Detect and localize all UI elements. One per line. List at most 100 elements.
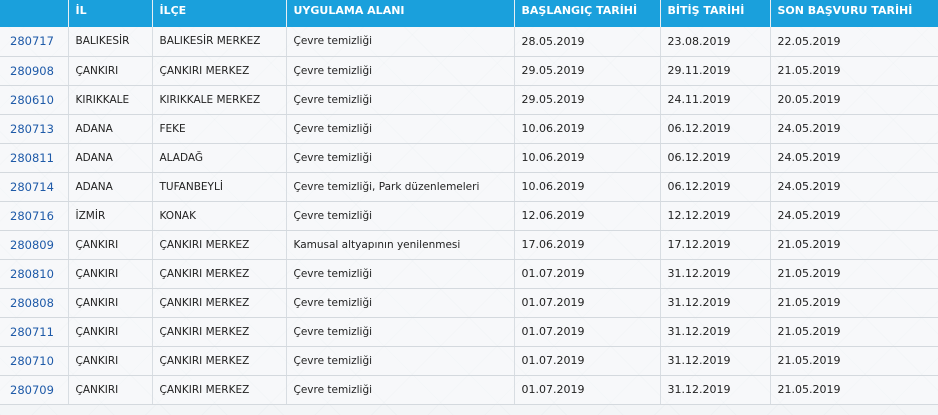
cell-no: 280713: [0, 114, 69, 144]
cell-il: ÇANKIRI: [68, 317, 153, 347]
cell-ilce: FEKE: [152, 114, 287, 144]
header-il[interactable]: İL: [68, 0, 153, 27]
cell-bitis-tarihi: 31.12.2019: [660, 317, 771, 347]
cell-son-basvuru-tarihi: 21.05.2019: [770, 346, 938, 376]
cell-il: ÇANKIRI: [68, 230, 153, 260]
cell-ilce: ÇANKIRI MERKEZ: [152, 317, 287, 347]
cell-bitis-tarihi: 06.12.2019: [660, 172, 771, 202]
cell-il: ÇANKIRI: [68, 56, 153, 86]
table-row: 280908 ÇANKIRI ÇANKIRI MERKEZ Çevre temizli…: [0, 56, 938, 86]
table-row: 280810 ÇANKIRI ÇANKIRI MERKEZ Çevre temizli…: [0, 259, 938, 289]
cell-no: 280711: [0, 317, 69, 347]
cell-no: 280717: [0, 27, 69, 57]
cell-bitis-tarihi: 06.12.2019: [660, 143, 771, 173]
cell-no: 280908: [0, 56, 69, 86]
header-no[interactable]: [0, 0, 69, 27]
cell-il: ÇANKIRI: [68, 375, 153, 405]
cell-bitis-tarihi: 31.12.2019: [660, 259, 771, 289]
cell-uygulama-alani: Çevre temizliği: [286, 56, 515, 86]
cell-uygulama-alani: Kamusal altyapının yenilenmesi: [286, 230, 515, 260]
cell-ilce: ALADAĞ: [152, 143, 287, 173]
cell-baslangic-tarihi: 01.07.2019: [514, 288, 661, 318]
cell-il: KIRIKKALE: [68, 85, 153, 115]
cell-uygulama-alani: Çevre temizliği: [286, 27, 515, 57]
cell-baslangic-tarihi: 29.05.2019: [514, 85, 661, 115]
listing-number-link[interactable]: 280809: [10, 237, 54, 252]
table-body: 280717 BALIKESİR BALIKESİR MERKEZ Çevre tem…: [0, 27, 938, 405]
cell-no: 280716: [0, 201, 69, 231]
listing-number-link[interactable]: 280808: [10, 295, 54, 310]
cell-bitis-tarihi: 31.12.2019: [660, 375, 771, 405]
cell-bitis-tarihi: 29.11.2019: [660, 56, 771, 86]
cell-uygulama-alani: Çevre temizliği: [286, 201, 515, 231]
listing-number-link[interactable]: 280811: [10, 150, 54, 165]
table-row: 280811 ADANA ALADAĞ Çevre temizliği 10.06.20…: [0, 143, 938, 173]
cell-no: 280714: [0, 172, 69, 202]
cell-son-basvuru-tarihi: 24.05.2019: [770, 201, 938, 231]
cell-bitis-tarihi: 31.12.2019: [660, 346, 771, 376]
cell-ilce: ÇANKIRI MERKEZ: [152, 346, 287, 376]
cell-bitis-tarihi: 12.12.2019: [660, 201, 771, 231]
cell-uygulama-alani: Çevre temizliği, Park düzenlemeleri: [286, 172, 515, 202]
table-row: 280716 İZMİR KONAK Çevre temizliği 12.06.201…: [0, 201, 938, 231]
cell-il: İZMİR: [68, 201, 153, 231]
cell-baslangic-tarihi: 10.06.2019: [514, 172, 661, 202]
cell-son-basvuru-tarihi: 20.05.2019: [770, 85, 938, 115]
cell-uygulama-alani: Çevre temizliği: [286, 288, 515, 318]
cell-il: ÇANKIRI: [68, 259, 153, 289]
cell-ilce: ÇANKIRI MERKEZ: [152, 288, 287, 318]
listing-number-link[interactable]: 280610: [10, 92, 54, 107]
job-listings-table: İL İLÇE UYGULAMA ALANI BAŞLANGIÇ TARİHİ …: [0, 0, 938, 405]
table-row: 280808 ÇANKIRI ÇANKIRI MERKEZ Çevre temizli…: [0, 288, 938, 318]
table-row: 280714 ADANA TUFANBEYLİ Çevre temizliği, Pa…: [0, 172, 938, 202]
listing-number-link[interactable]: 280714: [10, 179, 54, 194]
cell-no: 280809: [0, 230, 69, 260]
table-row: 280717 BALIKESİR BALIKESİR MERKEZ Çevre tem…: [0, 27, 938, 57]
listing-number-link[interactable]: 280713: [10, 121, 54, 136]
cell-il: ADANA: [68, 114, 153, 144]
cell-uygulama-alani: Çevre temizliği: [286, 143, 515, 173]
cell-baslangic-tarihi: 01.07.2019: [514, 317, 661, 347]
header-uygulama-alani[interactable]: UYGULAMA ALANI: [286, 0, 515, 27]
cell-ilce: TUFANBEYLİ: [152, 172, 287, 202]
cell-no: 280808: [0, 288, 69, 318]
cell-ilce: ÇANKIRI MERKEZ: [152, 375, 287, 405]
cell-no: 280710: [0, 346, 69, 376]
cell-uygulama-alani: Çevre temizliği: [286, 85, 515, 115]
cell-uygulama-alani: Çevre temizliği: [286, 259, 515, 289]
cell-son-basvuru-tarihi: 21.05.2019: [770, 230, 938, 260]
cell-uygulama-alani: Çevre temizliği: [286, 317, 515, 347]
listing-number-link[interactable]: 280710: [10, 353, 54, 368]
listing-number-link[interactable]: 280717: [10, 34, 54, 49]
listing-number-link[interactable]: 280711: [10, 324, 54, 339]
listing-number-link[interactable]: 280810: [10, 266, 54, 281]
listing-number-link[interactable]: 280709: [10, 382, 54, 397]
cell-baslangic-tarihi: 28.05.2019: [514, 27, 661, 57]
cell-bitis-tarihi: 06.12.2019: [660, 114, 771, 144]
cell-uygulama-alani: Çevre temizliği: [286, 114, 515, 144]
table-row: 280809 ÇANKIRI ÇANKIRI MERKEZ Kamusal altya…: [0, 230, 938, 260]
cell-baslangic-tarihi: 17.06.2019: [514, 230, 661, 260]
header-son-basvuru-tarihi[interactable]: SON BAŞVURU TARİHİ: [770, 0, 938, 27]
header-row: İL İLÇE UYGULAMA ALANI BAŞLANGIÇ TARİHİ …: [0, 0, 938, 27]
cell-il: ÇANKIRI: [68, 288, 153, 318]
table-row: 280711 ÇANKIRI ÇANKIRI MERKEZ Çevre temizli…: [0, 317, 938, 347]
cell-son-basvuru-tarihi: 21.05.2019: [770, 288, 938, 318]
header-ilce[interactable]: İLÇE: [152, 0, 287, 27]
listing-number-link[interactable]: 280908: [10, 63, 54, 78]
cell-il: BALIKESİR: [68, 27, 153, 57]
cell-uygulama-alani: Çevre temizliği: [286, 375, 515, 405]
header-baslangic-tarihi[interactable]: BAŞLANGIÇ TARİHİ: [514, 0, 661, 27]
cell-baslangic-tarihi: 01.07.2019: [514, 375, 661, 405]
cell-baslangic-tarihi: 10.06.2019: [514, 114, 661, 144]
table-row: 280710 ÇANKIRI ÇANKIRI MERKEZ Çevre temizli…: [0, 346, 938, 376]
header-bitis-tarihi[interactable]: BİTİŞ TARİHİ: [660, 0, 771, 27]
cell-son-basvuru-tarihi: 24.05.2019: [770, 172, 938, 202]
table-row: 280709 ÇANKIRI ÇANKIRI MERKEZ Çevre temizli…: [0, 375, 938, 405]
cell-son-basvuru-tarihi: 21.05.2019: [770, 56, 938, 86]
cell-ilce: ÇANKIRI MERKEZ: [152, 56, 287, 86]
cell-baslangic-tarihi: 12.06.2019: [514, 201, 661, 231]
cell-no: 280810: [0, 259, 69, 289]
listing-number-link[interactable]: 280716: [10, 208, 54, 223]
